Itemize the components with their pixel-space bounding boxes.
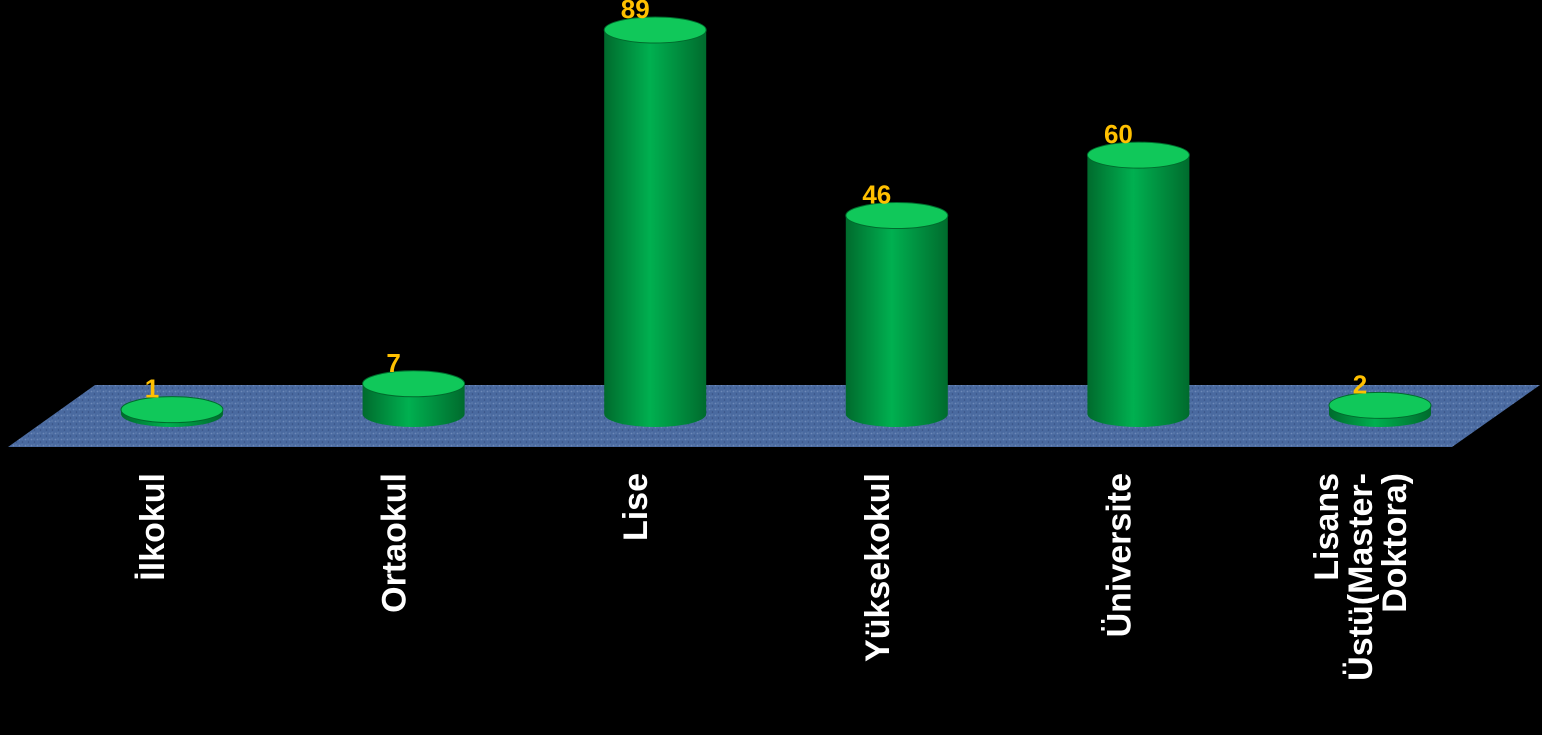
bar-top: [1328, 391, 1432, 419]
value-label: 2: [1353, 369, 1367, 399]
category-label: Üniversite: [1100, 473, 1138, 637]
category-label-line: Yüksekokul: [859, 473, 897, 662]
category-label: Ortaokul: [376, 473, 414, 613]
category-label: LisansÜstü(Master-Doktora): [1308, 473, 1414, 681]
bar: [1086, 141, 1190, 427]
category-label: Lise: [617, 473, 655, 541]
value-label: 60: [1104, 119, 1133, 149]
bar-top: [1086, 141, 1190, 169]
bar-top: [845, 202, 949, 230]
category-label-line: İlkokul: [134, 473, 172, 581]
value-label: 7: [386, 348, 400, 378]
bar-top: [603, 16, 707, 44]
category-label-line: Üniversite: [1100, 473, 1138, 637]
bar: [362, 370, 466, 427]
bar-top: [120, 396, 224, 424]
bar: [845, 202, 949, 427]
bar-top: [362, 370, 466, 398]
category-label: Yüksekokul: [859, 473, 897, 662]
bar-body: [604, 30, 707, 427]
bar-body: [1087, 155, 1190, 427]
category-label-line: Ortaokul: [376, 473, 414, 613]
bar: [1328, 391, 1432, 427]
category-label-line: Lise: [617, 473, 655, 541]
value-label: 1: [145, 374, 159, 404]
value-label: 46: [862, 180, 891, 210]
value-label: 89: [621, 0, 650, 24]
category-label-line: Üstü(Master-: [1342, 473, 1380, 681]
chart-floor: [8, 385, 1540, 447]
bar-body: [845, 215, 948, 427]
category-label-line: Lisans: [1308, 473, 1346, 581]
bar: [603, 16, 707, 427]
category-label: İlkokul: [134, 473, 172, 581]
bar: [120, 396, 224, 427]
category-label-line: Doktora): [1376, 473, 1414, 613]
